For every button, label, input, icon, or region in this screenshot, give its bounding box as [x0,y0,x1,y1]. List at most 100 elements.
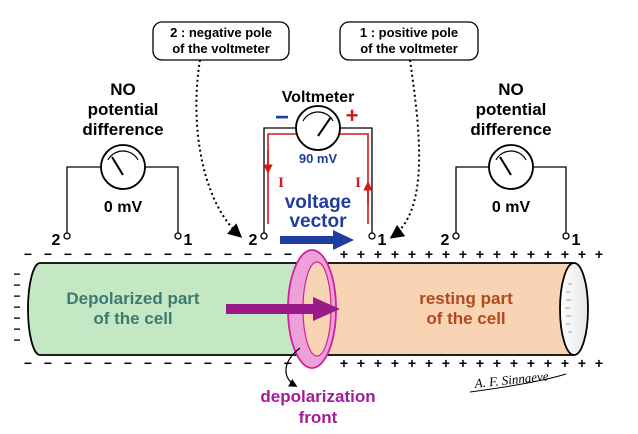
right-wire-pole2 [455,166,489,233]
callout-negative-line2: of the voltmeter [172,41,270,56]
negative-charge: − [284,246,292,262]
positive-charge: + [544,246,552,262]
positive-charge: + [340,246,348,262]
membrane-charges: − − − − − − − − − − − − − − + + + + + + + + + + + + + + + +− − − − − − − − − −… [13,246,603,371]
left-voltmeter: NO potential difference 0 mV 2 1 [52,80,193,249]
left-caption-line3: difference [82,120,163,139]
positive-charge: + [578,355,586,371]
right-pole-2-label: 2 [441,232,450,249]
negative-charge: − [264,246,272,262]
negative-charge: − [204,246,212,262]
right-gauge-needle [499,156,512,176]
negative-charge: − [124,246,132,262]
resting-label-line2: of the cell [426,309,505,328]
voltage-vector-arrow [280,230,354,250]
current-label-left: I [278,175,284,191]
right-pole-1-label: 1 [572,232,581,249]
cell-end-cap [559,262,589,356]
positive-charge: + [476,355,484,371]
negative-charge: − [64,246,72,262]
negative-charge: − [104,355,112,371]
negative-charge: − [13,267,20,281]
negative-charge: − [124,355,132,371]
negative-charge: − [144,246,152,262]
center-pole-2-label: 2 [249,232,258,249]
negative-charge: − [164,246,172,262]
positive-charge: + [374,355,382,371]
positive-charge: + [459,246,467,262]
depolarized-label-line1: Depolarized part [66,289,200,308]
left-caption-line2: potential [88,100,159,119]
center-wire-pole2 [263,127,296,233]
left-gauge-needle [111,156,124,176]
positive-charge: + [476,246,484,262]
positive-charge: + [408,246,416,262]
positive-charge: + [425,246,433,262]
plus-sign: + [346,103,359,128]
left-reading: 0 mV [104,199,143,216]
positive-charge: + [408,355,416,371]
positive-charge: + [340,355,348,371]
negative-charge: − [44,246,52,262]
left-electrode-1 [174,232,182,240]
negative-charge: − [13,278,20,292]
end-cap-striations [565,283,572,333]
left-gauge-scale [107,150,139,161]
positive-charge: + [459,355,467,371]
right-electrode-1 [562,232,570,240]
callout-positive-line1: 1 : positive pole [360,25,458,40]
positive-charge: + [527,355,535,371]
positive-charge: + [391,246,399,262]
front-label-line1: depolarization [260,387,375,406]
positive-charge: + [425,355,433,371]
negative-charge: − [204,355,212,371]
negative-charge: − [64,355,72,371]
negative-charge: − [184,355,192,371]
author-signature: A. F. Sinnaeve [473,368,550,391]
negative-charge: − [13,311,20,325]
positive-charge: + [544,355,552,371]
vector-label-line2: vector [289,211,347,232]
depolarized-label-line2: of the cell [93,309,172,328]
negative-charge: − [224,246,232,262]
negative-charge: − [24,246,32,262]
positive-charge: + [595,246,603,262]
positive-charge: + [391,355,399,371]
callout-negative-box [152,21,290,61]
callout-positive-arrow [389,59,421,239]
negative-charge: − [84,246,92,262]
callout-positive-pole: 1 : positive pole of the voltmeter [339,21,479,61]
positive-charge: + [374,246,382,262]
callout-positive-line2: of the voltmeter [360,41,458,56]
right-caption-line1: NO [498,80,524,99]
negative-charge: − [84,355,92,371]
right-gauge-icon [488,144,534,190]
callout-positive-box [339,21,479,61]
center-electrode-2 [260,232,268,240]
center-gauge-needle [317,116,332,137]
positive-charge: + [561,355,569,371]
center-pole-1-label: 1 [378,232,387,249]
cell: Depolarized part of the cell resting par… [27,249,589,369]
positive-charge: + [595,355,603,371]
center-reading: 90 mV [299,151,338,166]
positive-charge: + [442,246,450,262]
propagation-arrow [226,297,340,321]
center-wire-pole1 [340,127,373,233]
center-electrode-1 [368,232,376,240]
callout-negative-arrow [195,59,243,238]
center-voltmeter: Voltmeter − + I I 90 mV voltage vector 2… [249,89,387,250]
left-caption-line1: NO [110,80,136,99]
right-gauge-scale [495,150,527,161]
left-pole-2-label: 2 [52,232,61,249]
right-caption-line3: difference [470,120,551,139]
positive-charge: + [510,355,518,371]
positive-charge: + [561,246,569,262]
negative-charge: − [13,322,20,336]
current-path-left [267,133,296,224]
depolarized-region [28,263,306,355]
callout-negative-pole: 2 : negative pole of the voltmeter [152,21,290,61]
left-gauge-icon [100,144,146,190]
negative-charge: − [264,355,272,371]
positive-charge: + [493,246,501,262]
